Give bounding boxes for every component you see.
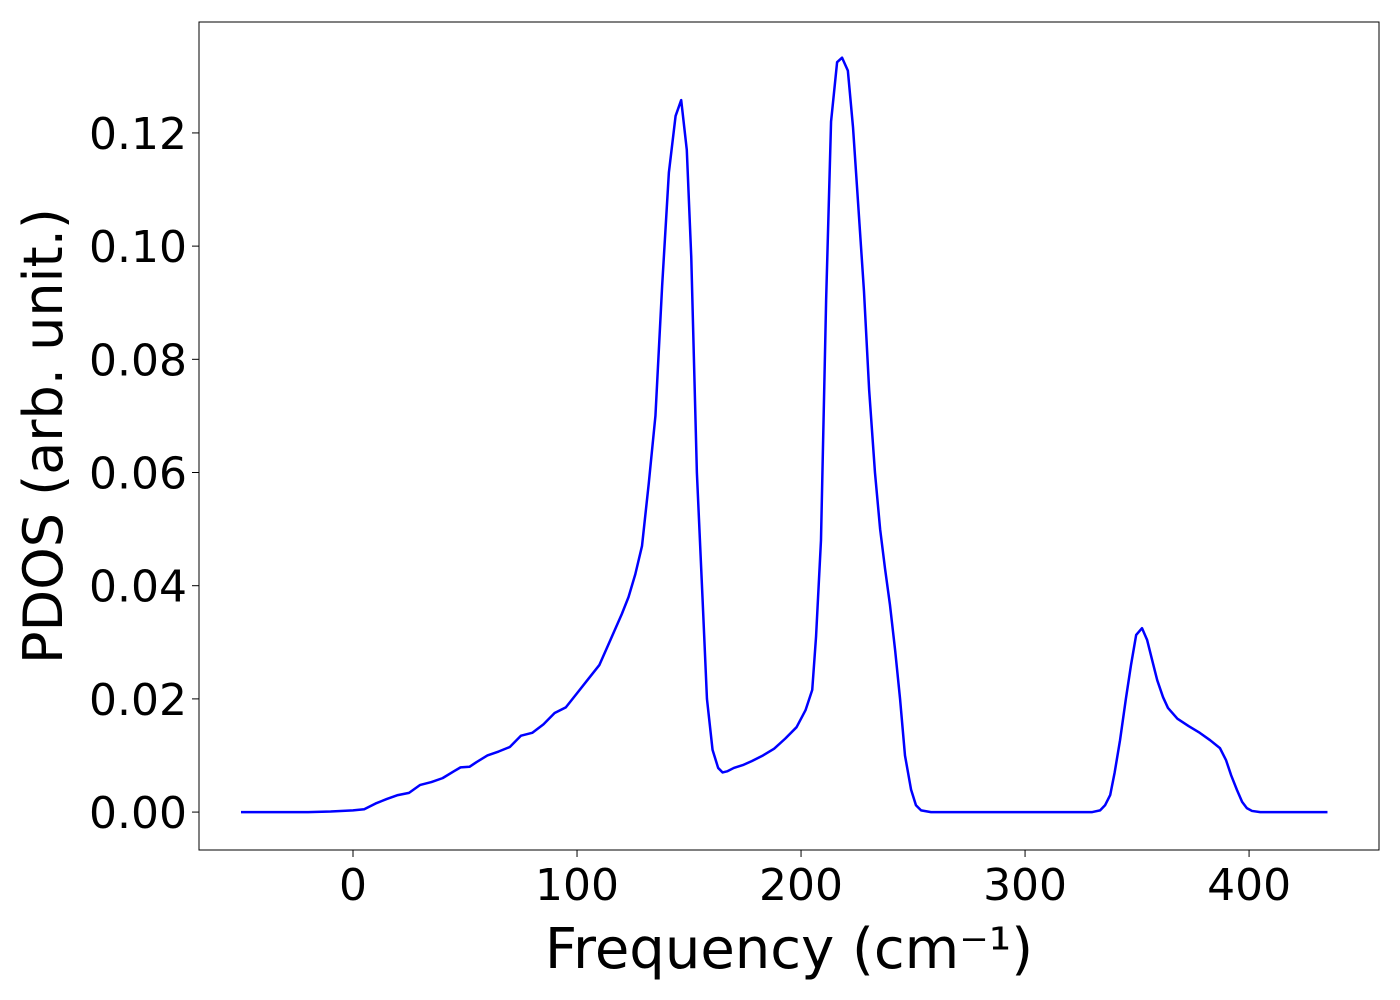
x-tick-label: 300: [983, 860, 1067, 911]
y-tick-label: 0.10: [89, 222, 187, 273]
plot-frame: [198, 21, 1380, 851]
data-line: [241, 56, 1328, 814]
y-tick-label: 0.04: [89, 562, 187, 613]
y-tick-label: 0.08: [89, 335, 187, 386]
x-tick-label: 400: [1207, 860, 1291, 911]
y-tick-label: 0.06: [89, 449, 187, 500]
y-tick-label: 0.02: [89, 675, 187, 726]
x-tick-label: 0: [339, 860, 367, 911]
x-tick-label: 100: [535, 860, 619, 911]
y-tick-label: 0.12: [89, 109, 187, 160]
y-tick-label: 0.00: [89, 788, 187, 839]
x-axis-label: Frequency (cm⁻¹): [545, 917, 1033, 982]
x-tick-label: 200: [759, 860, 843, 911]
y-axis-label: PDOS (arb. unit.): [12, 208, 75, 664]
